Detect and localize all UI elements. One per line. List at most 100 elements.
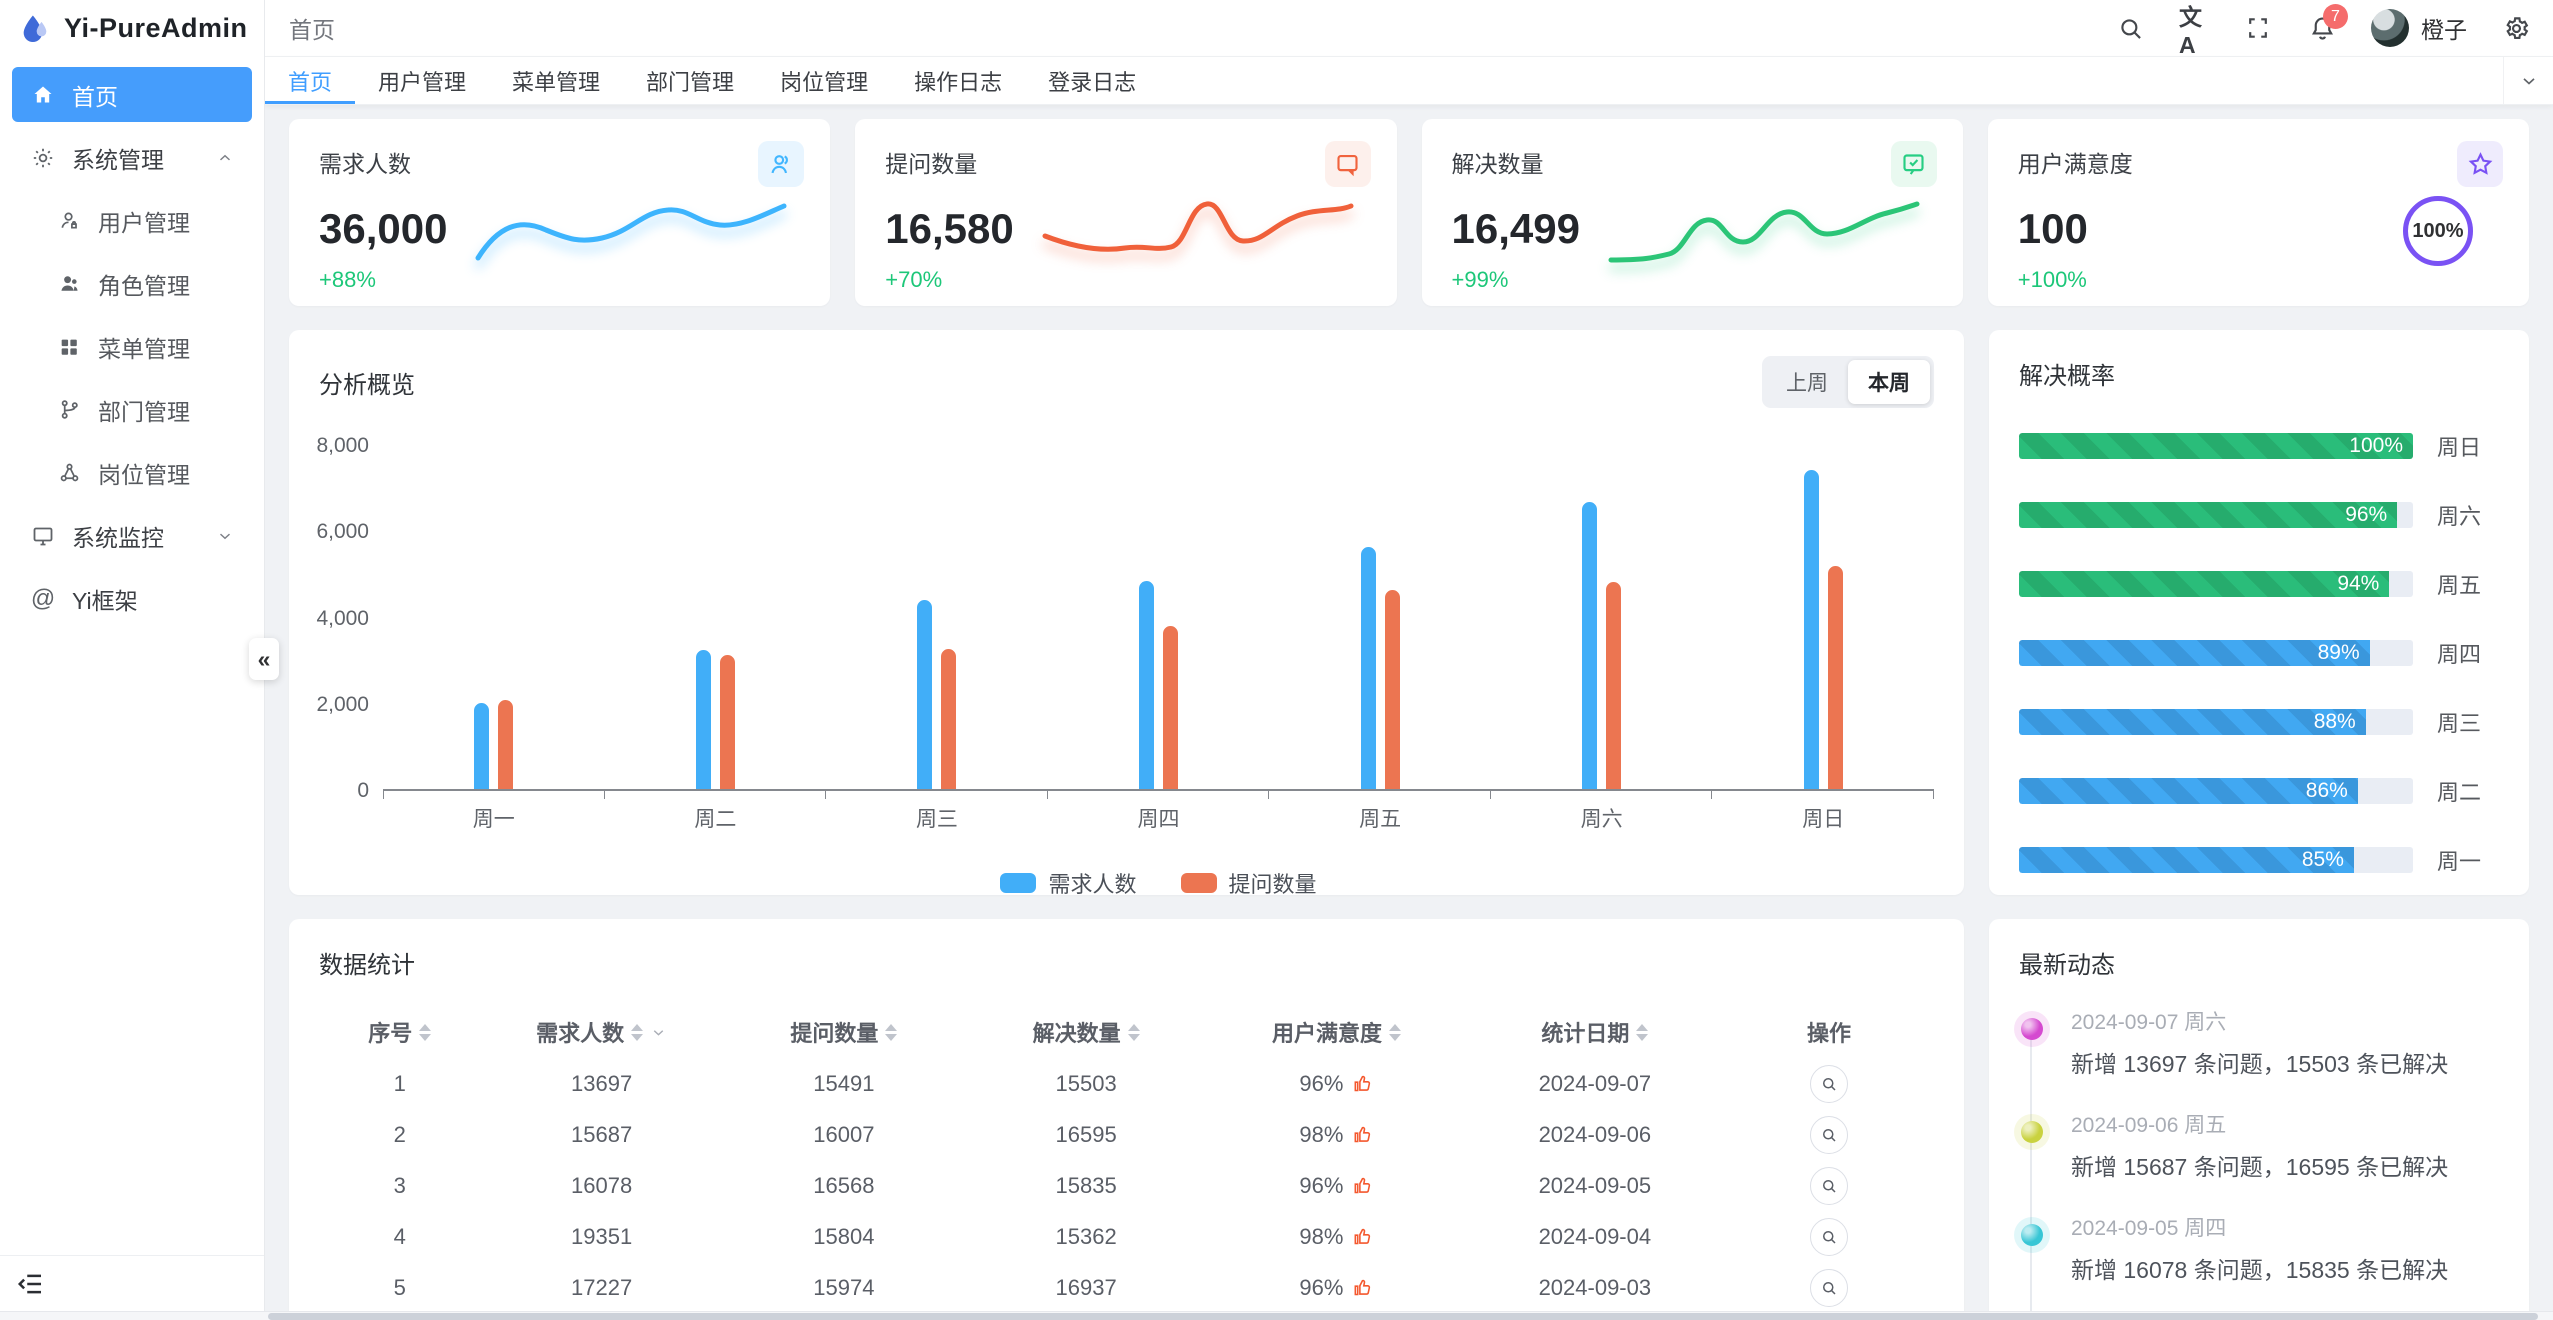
logo[interactable]: Yi-PureAdmin bbox=[0, 0, 264, 57]
bar-提问数量-周一 bbox=[498, 699, 514, 789]
sort-icon[interactable] bbox=[1388, 1023, 1401, 1041]
stat-card-solved: 解决数量 16,499 +99% bbox=[1421, 119, 1963, 306]
progress-day-label: 周四 bbox=[2437, 642, 2482, 667]
satisfaction-percent: 96% bbox=[1299, 1274, 1344, 1300]
tab-operation-log[interactable]: 操作日志 bbox=[914, 69, 1003, 95]
cell-index: 4 bbox=[393, 1223, 406, 1249]
cell-solved: 16595 bbox=[1055, 1121, 1117, 1147]
sidebar-item-role-mgmt[interactable]: 角色管理 bbox=[12, 256, 252, 311]
bar-pair bbox=[474, 446, 514, 789]
sort-icon[interactable] bbox=[631, 1023, 644, 1041]
sidebar-item-system-mgmt[interactable]: 系统管理 bbox=[12, 130, 252, 185]
tab-login-log[interactable]: 登录日志 bbox=[1048, 69, 1137, 95]
cell-satisfaction: 96% bbox=[1207, 1058, 1465, 1109]
notification-badge: 7 bbox=[2323, 4, 2348, 29]
cell-satisfaction: 96% bbox=[1207, 1262, 1465, 1313]
sidebar-item-user-mgmt[interactable]: 用户管理 bbox=[12, 193, 252, 248]
column-header-solved[interactable]: 解决数量 bbox=[1033, 1016, 1140, 1048]
view-detail-button[interactable] bbox=[1810, 1217, 1849, 1256]
bar-group-周三 bbox=[826, 446, 1048, 799]
horizontal-scrollbar-thumb[interactable] bbox=[268, 1313, 2538, 1320]
solve-rate-title: 解决概率 bbox=[2019, 363, 2115, 390]
sort-icon[interactable] bbox=[885, 1023, 898, 1041]
fullscreen-icon[interactable] bbox=[2243, 13, 2273, 43]
cell-actions bbox=[1724, 1262, 1934, 1313]
search-icon[interactable] bbox=[2115, 13, 2145, 43]
legend-item[interactable]: 提问数量 bbox=[1180, 867, 1317, 899]
progress-track: 100% bbox=[2019, 433, 2413, 459]
y-axis-tick-label: 0 bbox=[357, 779, 369, 802]
x-axis-label: 周日 bbox=[1802, 808, 1845, 831]
stat-card-questions: 提问数量 16,580 +70% bbox=[855, 119, 1397, 306]
stat-delta: +99% bbox=[1451, 267, 1509, 292]
translate-icon[interactable]: 文A bbox=[2179, 3, 2202, 58]
bar-需求人数-周四 bbox=[1139, 581, 1155, 789]
column-header-index[interactable]: 序号 bbox=[368, 1016, 432, 1048]
sort-icon[interactable] bbox=[419, 1023, 432, 1041]
sidebar-menu: 首页 系统管理 用户管理 角色管理 菜单管理 部门管理 岗位管理 bbox=[0, 57, 264, 644]
this-week-button[interactable]: 本周 bbox=[1848, 360, 1930, 404]
tab-user-mgmt[interactable]: 用户管理 bbox=[378, 69, 467, 95]
progress-percent-label: 100% bbox=[2349, 434, 2403, 457]
column-header-date[interactable]: 统计日期 bbox=[1541, 1016, 1649, 1048]
share-nodes-icon bbox=[56, 460, 82, 486]
bar-提问数量-周五 bbox=[1384, 589, 1400, 789]
satisfaction-value: 96% bbox=[1299, 1071, 1373, 1097]
cell-index: 1 bbox=[393, 1070, 406, 1096]
menu-fold-icon[interactable] bbox=[16, 1269, 46, 1299]
column-header-questions[interactable]: 提问数量 bbox=[790, 1016, 898, 1048]
timeline-item: 2024-09-06 周五 新增 15687 条问题，16595 条已解决 bbox=[2021, 1109, 2499, 1182]
bar-group-周四 bbox=[1048, 446, 1270, 799]
progress-track: 88% bbox=[2019, 709, 2413, 735]
cell-actions bbox=[1724, 1211, 1934, 1262]
column-header-demand[interactable]: 需求人数 bbox=[536, 1016, 667, 1048]
breadcrumb[interactable]: 首页 bbox=[289, 17, 335, 43]
progress-percent-label: 85% bbox=[2301, 848, 2344, 871]
sidebar-item-yi-framework[interactable]: @ Yi框架 bbox=[12, 571, 252, 626]
sidebar-item-menu-mgmt[interactable]: 菜单管理 bbox=[12, 319, 252, 374]
cell-date: 2024-09-06 bbox=[1538, 1121, 1652, 1147]
cell-questions: 16007 bbox=[813, 1121, 875, 1147]
progress-fill: 96% bbox=[2019, 502, 2398, 528]
stat-delta: +88% bbox=[319, 267, 376, 292]
sort-icon[interactable] bbox=[1636, 1023, 1649, 1041]
sidebar-collapse-button[interactable]: « bbox=[249, 638, 279, 680]
progress-fill: 94% bbox=[2019, 571, 2390, 597]
horizontal-scrollbar bbox=[0, 1311, 2553, 1320]
sidebar-item-department-mgmt[interactable]: 部门管理 bbox=[12, 382, 252, 437]
users-stat-icon bbox=[758, 141, 805, 187]
cell-demand: 19351 bbox=[571, 1223, 633, 1249]
legend-item[interactable]: 需求人数 bbox=[1000, 867, 1137, 899]
user-menu[interactable]: 橙子 bbox=[2371, 9, 2467, 47]
last-week-button[interactable]: 上周 bbox=[1766, 360, 1848, 404]
branch-icon bbox=[56, 397, 82, 423]
tab-post-mgmt[interactable]: 岗位管理 bbox=[780, 69, 869, 95]
user-icon bbox=[56, 208, 82, 234]
filter-chevron-icon[interactable] bbox=[650, 1024, 667, 1041]
bar-需求人数-周一 bbox=[474, 703, 490, 789]
bar-group-周五 bbox=[1269, 446, 1491, 799]
bell-icon[interactable]: 7 bbox=[2307, 4, 2348, 43]
message-check-stat-icon bbox=[1890, 141, 1937, 187]
sidebar-item-label: 首页 bbox=[72, 83, 118, 110]
stat-cards-row: 需求人数 36,000 +88% 提问数量 16,580 +70% 解决数量 1… bbox=[289, 119, 2529, 306]
view-detail-button[interactable] bbox=[1810, 1166, 1849, 1205]
sort-icon[interactable] bbox=[1127, 1023, 1140, 1041]
progress-track: 94% bbox=[2019, 571, 2413, 597]
settings-gear-icon[interactable] bbox=[2501, 13, 2531, 43]
stat-title: 用户满意度 bbox=[2017, 151, 2133, 177]
sidebar-item-post-mgmt[interactable]: 岗位管理 bbox=[12, 445, 252, 500]
view-detail-button[interactable] bbox=[1810, 1064, 1849, 1103]
tab-home[interactable]: 首页 bbox=[265, 57, 356, 104]
tab-department-mgmt[interactable]: 部门管理 bbox=[646, 69, 735, 95]
tab-menu-mgmt[interactable]: 菜单管理 bbox=[512, 69, 601, 95]
tabs-dropdown-icon[interactable] bbox=[2503, 57, 2553, 104]
data-table: 序号 需求人数 提问数量 解决数量 用户满意度 统计日期 操作 1 13697 15… bbox=[319, 1006, 1934, 1320]
view-detail-button[interactable] bbox=[1810, 1115, 1849, 1154]
sidebar-item-label: 系统管理 bbox=[72, 146, 164, 173]
column-header-satisfaction[interactable]: 用户满意度 bbox=[1272, 1016, 1401, 1048]
sidebar-item-home[interactable]: 首页 bbox=[12, 67, 252, 122]
view-detail-button[interactable] bbox=[1810, 1268, 1849, 1307]
bar-需求人数-周五 bbox=[1360, 546, 1376, 789]
sidebar-item-system-monitor[interactable]: 系统监控 bbox=[12, 508, 252, 563]
